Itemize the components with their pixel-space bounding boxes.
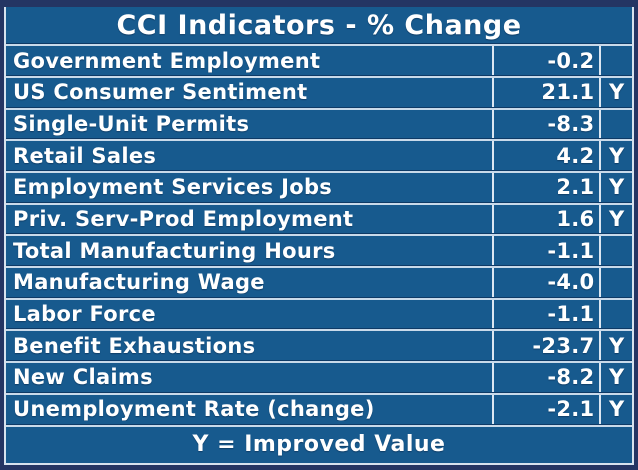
pct-change-value: -4.0 [491,268,600,297]
table-row: Retail Sales 4.2 Y [6,141,632,171]
pct-change-value: -8.3 [491,109,600,139]
pct-change-value: 21.1 [491,78,600,107]
table-row: Single-Unit Permits -8.3 [6,109,632,139]
pct-change-value: 2.1 [491,173,600,202]
improved-flag [599,268,632,297]
indicator-label: Labor Force [13,302,156,327]
pct-change-value: 1.6 [491,204,600,234]
table-row: Unemployment Rate (change) -2.1 Y [6,394,632,424]
improved-flag: Y [599,78,632,107]
table-row: Total Manufacturing Hours -1.1 [6,236,632,266]
improved-flag: Y [599,331,632,361]
indicator-label: New Claims [13,365,153,390]
indicator-label: Unemployment Rate (change) [13,397,375,422]
row-divider [6,391,632,395]
indicator-label: Single-Unit Permits [13,112,250,137]
table-row: Benefit Exhaustions -23.7 Y [6,331,632,361]
row-divider [6,201,632,205]
row-divider [6,360,632,364]
table-rows: Government Employment -0.2 US Consumer S… [6,43,632,424]
table-title: CCI Indicators - % Change [116,9,522,41]
improved-flag [599,299,632,329]
row-divider [6,106,632,110]
pct-change-value: -1.1 [491,236,600,266]
footer-note: Y = Improved Value [192,432,446,458]
indicator-label: Employment Services Jobs [13,175,333,200]
table-row: US Consumer Sentiment 21.1 Y [6,78,632,107]
indicator-label: Total Manufacturing Hours [13,238,336,263]
table-row: Priv. Serv-Prod Employment 1.6 Y [6,204,632,234]
improved-flag: Y [599,141,632,171]
table-row: New Claims -8.2 Y [6,363,632,392]
pct-change-value: -23.7 [491,331,600,361]
row-divider [6,233,632,237]
improved-flag [599,109,632,139]
indicator-label: Government Employment [13,48,321,73]
table-row: Employment Services Jobs 2.1 Y [6,173,632,202]
pct-change-value: -8.2 [491,363,600,392]
improved-flag: Y [599,363,632,392]
row-divider [6,75,632,79]
table-body: CCI Indicators - % Change Government Emp… [4,7,634,465]
row-divider [6,43,632,47]
pct-change-value: -1.1 [491,299,600,329]
footer-divider [6,423,632,427]
pct-change-value: -2.1 [491,394,600,424]
improved-flag: Y [599,173,632,202]
row-divider [6,170,632,174]
pct-change-value: 4.2 [491,141,600,171]
indicator-label: US Consumer Sentiment [13,80,308,105]
table-row: Manufacturing Wage -4.0 [6,268,632,297]
improved-flag [599,236,632,266]
table-row: Government Employment -0.2 [6,46,632,76]
indicator-label: Benefit Exhaustions [13,333,256,358]
row-divider [6,265,632,269]
pct-change-value: -0.2 [491,46,600,76]
indicator-label: Manufacturing Wage [13,270,265,295]
improved-flag: Y [599,204,632,234]
improved-flag [599,46,632,76]
row-divider [6,138,632,142]
row-divider [6,328,632,332]
table-row: Labor Force -1.1 [6,299,632,329]
row-divider [6,296,632,300]
indicator-label: Retail Sales [13,143,157,168]
improved-flag: Y [599,394,632,424]
indicator-label: Priv. Serv-Prod Employment [13,207,354,232]
